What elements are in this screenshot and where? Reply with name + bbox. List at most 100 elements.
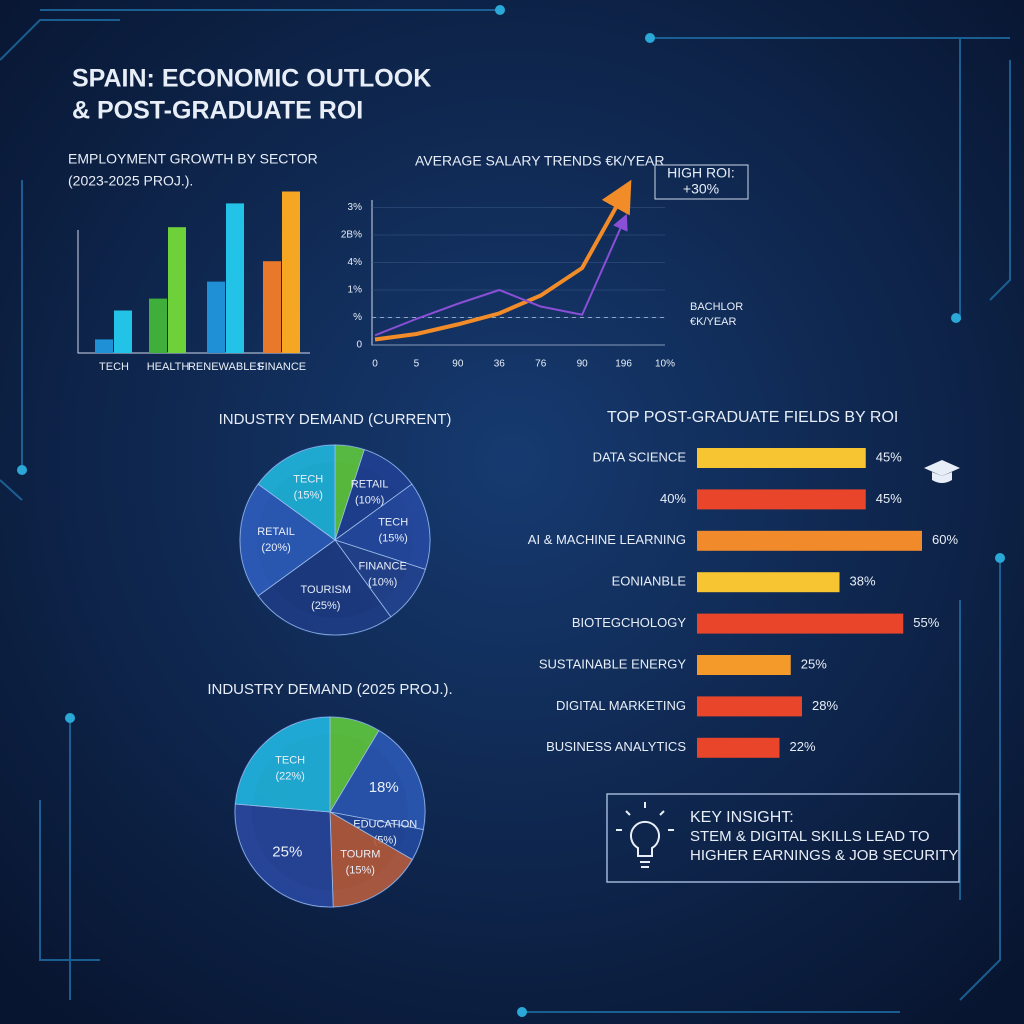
pie-slice bbox=[239, 483, 336, 597]
pie-slice bbox=[257, 444, 336, 541]
lightbulb-icon bbox=[616, 802, 674, 868]
line-series bbox=[374, 213, 628, 337]
chart-title: INDUSTRY DEMAND (2025 PROJ.). bbox=[207, 681, 452, 698]
bar bbox=[95, 339, 113, 353]
x-tick-label: TECH bbox=[99, 361, 129, 373]
slice-label: TECH bbox=[275, 755, 305, 767]
slice-value: (25%) bbox=[311, 600, 340, 612]
x-tick-label: 10% bbox=[655, 359, 675, 370]
main-title: SPAIN: ECONOMIC OUTLOOK bbox=[72, 65, 431, 93]
bar bbox=[114, 310, 132, 353]
slice-label: RETAIL bbox=[257, 526, 295, 538]
value-label: 45% bbox=[876, 491, 902, 506]
chart-title: EMPLOYMENT GROWTH BY SECTOR bbox=[68, 151, 318, 167]
bar bbox=[207, 281, 225, 353]
slice-value: 18% bbox=[369, 779, 399, 796]
x-tick-label: 90 bbox=[452, 359, 464, 370]
y-tick-label: BIOTEGCHOLOGY bbox=[572, 615, 686, 630]
bar bbox=[282, 191, 300, 353]
bar bbox=[226, 203, 244, 353]
value-label: 45% bbox=[876, 449, 902, 464]
bar bbox=[697, 655, 791, 675]
chart-subtitle: (2023-2025 PROJ.). bbox=[68, 173, 193, 189]
slice-value: (20%) bbox=[261, 542, 290, 554]
y-tick-label: DATA SCIENCE bbox=[593, 449, 687, 464]
annotation: €K/YEAR bbox=[690, 316, 737, 328]
value-label: 22% bbox=[790, 739, 816, 754]
line-series bbox=[374, 179, 632, 342]
slice-label: TECH bbox=[378, 517, 408, 529]
slice-value: (15%) bbox=[379, 533, 408, 545]
slice-label: EDUCATION bbox=[353, 818, 417, 830]
pie-slice bbox=[334, 483, 431, 570]
x-tick-label: 76 bbox=[535, 359, 547, 370]
callout-text: HIGH ROI: bbox=[667, 165, 735, 181]
chart-title: INDUSTRY DEMAND (CURRENT) bbox=[219, 411, 452, 428]
y-tick-label: 1% bbox=[348, 285, 363, 296]
bar bbox=[697, 696, 802, 717]
bar bbox=[697, 737, 780, 758]
y-tick-label: BUSINESS ANALYTICS bbox=[546, 739, 686, 754]
bar bbox=[697, 613, 904, 634]
slice-value: (15%) bbox=[346, 864, 375, 876]
chart-title: AVERAGE SALARY TRENDS €K/YEAR bbox=[415, 153, 665, 169]
slice-value: (22%) bbox=[275, 771, 304, 783]
bar bbox=[697, 448, 866, 468]
bar bbox=[697, 572, 840, 593]
insight-text: HIGHER EARNINGS & JOB SECURITY bbox=[690, 847, 958, 864]
x-tick-label: 196 bbox=[615, 359, 632, 370]
slice-label: RETAIL bbox=[351, 478, 389, 490]
pie-slice bbox=[329, 729, 426, 831]
x-tick-label: FINANCE bbox=[258, 361, 306, 373]
value-label: 28% bbox=[812, 698, 838, 713]
slice-value: (10%) bbox=[355, 494, 384, 506]
y-tick-label: 4% bbox=[348, 257, 363, 268]
circuit-decoration bbox=[0, 5, 1011, 1017]
y-tick-label: 2B% bbox=[341, 230, 362, 241]
insight-box bbox=[606, 793, 960, 883]
value-label: 38% bbox=[850, 574, 876, 589]
y-tick-label: 40% bbox=[660, 491, 686, 506]
bar bbox=[697, 530, 922, 551]
graduation-cap-icon bbox=[924, 460, 960, 483]
y-tick-label: DIGITAL MARKETING bbox=[556, 698, 686, 713]
pie-slice bbox=[257, 539, 392, 636]
value-label: 55% bbox=[913, 615, 939, 630]
x-tick-label: RENEWABLES bbox=[188, 361, 264, 373]
insight-text: STEM & DIGITAL SKILLS LEAD TO bbox=[690, 828, 930, 845]
bar bbox=[149, 298, 167, 353]
slice-value: (10%) bbox=[368, 577, 397, 589]
y-tick-label: 0 bbox=[356, 340, 362, 351]
chart-title: TOP POST-GRADUATE FIELDS BY ROI bbox=[607, 409, 898, 426]
slice-value: (15%) bbox=[294, 489, 323, 501]
bar bbox=[168, 227, 186, 353]
slice-label: TOURM bbox=[340, 848, 380, 860]
pie-slice bbox=[329, 811, 413, 908]
x-tick-label: 0 bbox=[372, 359, 378, 370]
pie-slice bbox=[234, 716, 331, 813]
y-tick-label: EONIANBLE bbox=[612, 574, 687, 589]
pie-slice bbox=[234, 803, 334, 908]
slice-label: FINANCE bbox=[359, 561, 407, 573]
y-tick-label: 3% bbox=[348, 202, 363, 213]
callout-box bbox=[654, 164, 749, 200]
insight-heading: KEY INSIGHT: bbox=[690, 809, 794, 826]
bar bbox=[697, 489, 866, 510]
x-tick-label: 90 bbox=[577, 359, 589, 370]
value-label: 25% bbox=[801, 656, 827, 671]
slice-label: TOURISM bbox=[301, 584, 352, 596]
y-tick-label: AI & MACHINE LEARNING bbox=[528, 532, 686, 547]
x-tick-label: 5 bbox=[414, 359, 420, 370]
bar bbox=[263, 261, 281, 353]
y-tick-label: SUSTAINABLE ENERGY bbox=[539, 656, 686, 671]
value-label: 60% bbox=[932, 532, 958, 547]
callout-text: +30% bbox=[683, 181, 719, 197]
y-tick-label: % bbox=[353, 312, 362, 323]
slice-value: 25% bbox=[272, 844, 302, 861]
x-tick-label: HEALTH bbox=[147, 361, 190, 373]
main-title: & POST-GRADUATE ROI bbox=[72, 97, 363, 125]
x-tick-label: 36 bbox=[494, 359, 506, 370]
